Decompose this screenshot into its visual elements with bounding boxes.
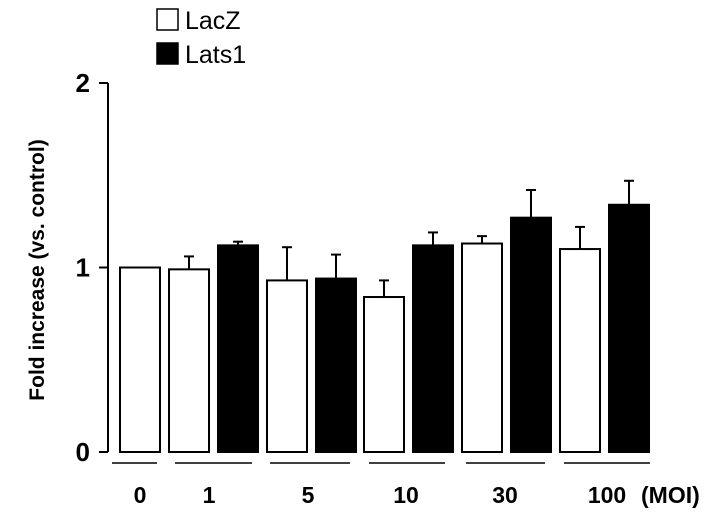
x-tick-label: 30 xyxy=(492,482,518,508)
legend-label-lats1: Lats1 xyxy=(185,41,246,69)
x-tick-label: 0 xyxy=(134,482,147,508)
bar-lats1-5 xyxy=(315,277,357,453)
bar-lats1-30 xyxy=(510,216,552,453)
x-tick-label: 100 xyxy=(588,482,626,508)
y-tick-label: 1 xyxy=(76,253,90,283)
bar-lacz-30 xyxy=(461,242,503,453)
y-tick-label: 2 xyxy=(76,68,90,98)
x-unit-label: (MOI) xyxy=(641,482,700,508)
x-tick-label: 1 xyxy=(203,482,216,508)
bar-lats1-1 xyxy=(217,244,259,453)
y-tick-label: 0 xyxy=(76,437,90,467)
bar-lacz-5 xyxy=(266,279,308,454)
legend-swatch-lacz xyxy=(156,8,179,31)
bar-lacz-1 xyxy=(168,268,210,453)
bar-lats1-100 xyxy=(608,203,650,453)
x-tick-label: 10 xyxy=(393,482,419,508)
legend-swatch-lats1 xyxy=(156,42,179,65)
bar-lacz-0 xyxy=(119,266,161,453)
x-tick-label: 5 xyxy=(302,482,315,508)
bar-lacz-10 xyxy=(363,296,405,453)
bar-lacz-100 xyxy=(559,248,601,453)
legend-label-lacz: LacZ xyxy=(185,7,241,35)
y-axis-title: Fold increase (vs. control) xyxy=(26,139,49,400)
bar-lats1-10 xyxy=(412,244,454,453)
